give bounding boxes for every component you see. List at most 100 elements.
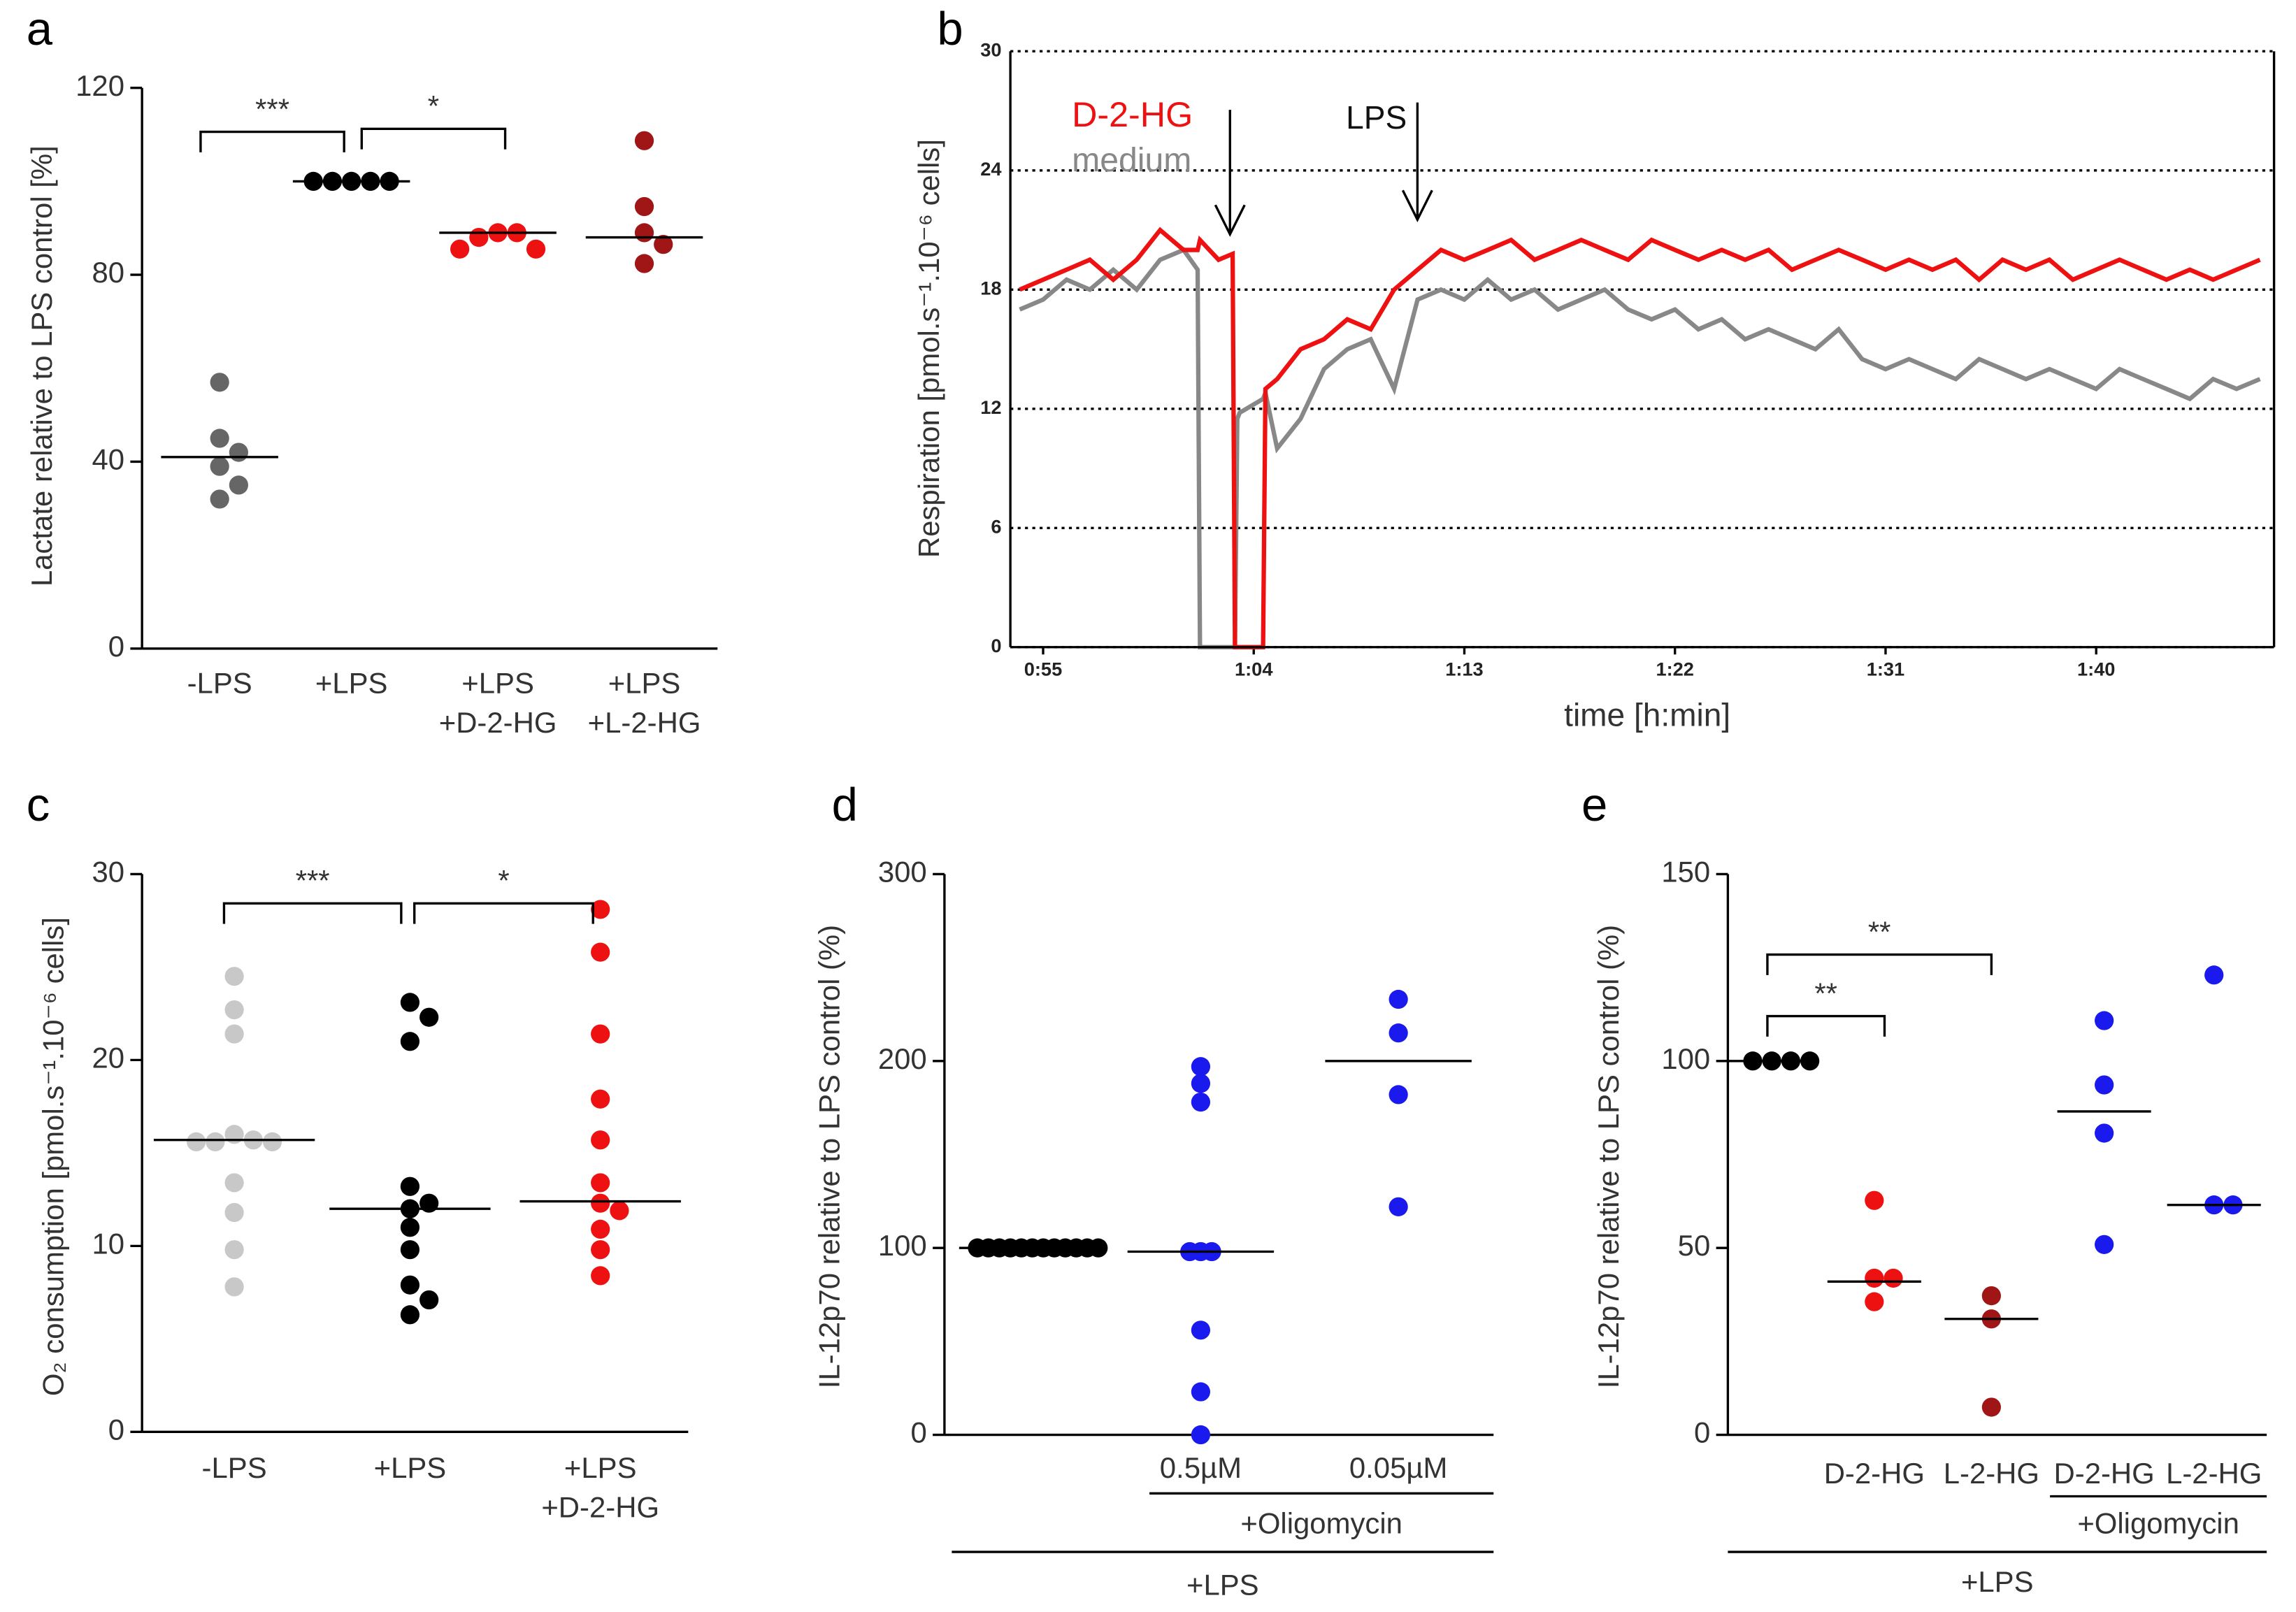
y-axis-label: IL-12p70 relative to LPS control (%) [1592, 925, 1625, 1388]
y-tick-label: 120 [76, 69, 124, 102]
x-tick-label: +LPS [374, 1451, 447, 1484]
y-tick-label: 0 [108, 1413, 124, 1446]
x-tick-label: +LPS [315, 666, 388, 699]
significance-bracket [222, 902, 403, 924]
arrow [1214, 110, 1246, 237]
x-tick-label: +D-2-HG [439, 706, 557, 739]
x-axis-label: time [h:min] [1564, 696, 1730, 733]
data-point [1981, 1286, 2001, 1306]
significance-label: *** [255, 92, 289, 125]
data-point [591, 1240, 610, 1260]
data-point [262, 1132, 282, 1152]
group-label: +Oligomycin [2077, 1506, 2239, 1539]
x-tick-label: +LPS [608, 666, 681, 699]
data-point [654, 235, 673, 254]
data-point [1389, 989, 1408, 1009]
y-tick-label: 12 [980, 396, 1001, 418]
significance-label: * [428, 89, 439, 122]
data-point [2095, 1011, 2114, 1030]
data-point [419, 1007, 439, 1027]
data-point [1884, 1268, 1903, 1288]
y-tick-label: 0 [108, 630, 124, 663]
x-tick-label: L-2-HG [1944, 1457, 2039, 1490]
data-point [206, 1132, 225, 1152]
panel-letter: b [937, 3, 963, 55]
panel-letter: a [27, 3, 53, 55]
data-point [591, 1089, 610, 1109]
data-point [1865, 1190, 1884, 1210]
group-label: +LPS [1961, 1565, 2034, 1598]
data-line [1019, 226, 2261, 649]
y-tick-label: 50 [1678, 1229, 1711, 1262]
y-axis-label: IL-12p70 relative to LPS control (%) [813, 925, 846, 1388]
data-point [224, 967, 244, 986]
significance-label: ** [1814, 977, 1837, 1009]
y-tick-label: 20 [92, 1041, 124, 1074]
data-point [469, 227, 489, 247]
data-point [210, 429, 229, 448]
data-point [634, 254, 654, 273]
y-tick-label: 100 [878, 1229, 927, 1262]
significance-bracket [1766, 1014, 1886, 1037]
panel-letter: e [1581, 779, 1607, 831]
data-point [224, 1277, 244, 1297]
x-tick-label: 1:40 [2077, 658, 2115, 679]
panel-letter: c [27, 779, 50, 831]
data-point [610, 1201, 629, 1221]
data-point [634, 131, 654, 150]
data-point [1191, 1320, 1211, 1340]
x-tick-label: D-2-HG [2054, 1457, 2155, 1490]
data-point [1865, 1268, 1884, 1288]
x-tick-label: +LPS [461, 666, 534, 699]
y-tick-label: 30 [92, 855, 124, 888]
data-point [1191, 1074, 1211, 1093]
data-point [1191, 1425, 1211, 1445]
data-point [1981, 1397, 2001, 1417]
significance-label: *** [296, 864, 330, 897]
x-tick-label: +L-2-HG [588, 706, 701, 739]
data-point [400, 1218, 420, 1237]
data-point [229, 475, 248, 495]
data-point [1191, 1382, 1211, 1402]
x-tick-label: 0.05µM [1349, 1451, 1448, 1484]
y-axis-label: Lactate relative to LPS control [%] [25, 145, 58, 586]
y-tick-label: 80 [92, 256, 124, 289]
data-point [224, 1202, 244, 1223]
y-tick-label: 40 [92, 443, 124, 476]
data-point [591, 1173, 610, 1193]
significance-bracket [413, 902, 594, 924]
data-point [400, 1305, 420, 1325]
group-label: +Oligomycin [1240, 1506, 1402, 1539]
data-point [450, 239, 470, 259]
x-tick-label: 0.5µM [1160, 1451, 1242, 1484]
data-point [634, 223, 654, 243]
y-tick-label: 150 [1661, 855, 1710, 888]
significance-bracket [360, 127, 507, 150]
arrow [1401, 102, 1433, 222]
data-point [1389, 1197, 1408, 1216]
data-point [400, 1275, 420, 1295]
data-point [1191, 1057, 1211, 1077]
x-tick-label: 1:13 [1445, 658, 1483, 679]
data-point [1865, 1292, 1884, 1311]
data-point [229, 442, 248, 462]
data-point [210, 489, 229, 509]
data-point [1389, 1023, 1408, 1043]
x-tick-label: -LPS [187, 666, 252, 699]
data-point [2204, 965, 2224, 985]
x-tick-label: 0:55 [1024, 658, 1062, 679]
data-point [187, 1132, 206, 1152]
data-point [591, 1130, 610, 1150]
data-point [591, 1193, 610, 1213]
data-point [224, 1000, 244, 1020]
y-tick-label: 0 [1694, 1416, 1710, 1449]
data-point [400, 1032, 420, 1051]
significance-label: ** [1868, 915, 1891, 948]
data-point [1389, 1085, 1408, 1104]
x-tick-label: L-2-HG [2166, 1457, 2262, 1490]
data-point [634, 196, 654, 217]
annotation: LPS [1346, 99, 1407, 136]
y-tick-label: 200 [878, 1042, 927, 1075]
legend-label: D-2-HG [1072, 95, 1193, 134]
